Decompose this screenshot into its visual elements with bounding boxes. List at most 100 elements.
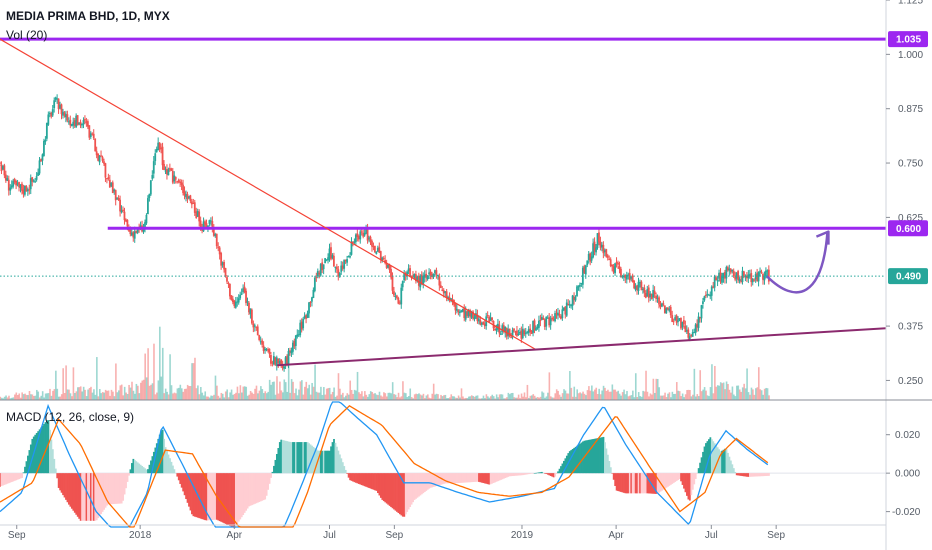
candle-body xyxy=(144,222,146,229)
candle-body xyxy=(570,305,573,307)
macd-histogram-bar xyxy=(601,437,603,474)
macd-histogram-bar xyxy=(418,473,420,497)
candle-body xyxy=(533,320,536,331)
downtrend-line[interactable] xyxy=(0,38,537,351)
candle-body xyxy=(338,273,341,277)
candle-body xyxy=(44,139,47,142)
macd-histogram-bar xyxy=(259,473,262,502)
macd-label[interactable]: MACD (12, 26, close, 9) xyxy=(6,410,135,424)
volume-bar xyxy=(472,396,475,400)
volume-label[interactable]: Vol (20) xyxy=(6,28,48,42)
candle-body xyxy=(688,336,691,340)
volume-bar xyxy=(178,387,180,400)
candle-body xyxy=(649,293,652,297)
volume-bar xyxy=(346,393,349,400)
candle-body xyxy=(602,244,605,254)
candle-body xyxy=(129,229,132,235)
volume-bar xyxy=(226,389,228,400)
volume-bar xyxy=(589,390,592,400)
macd-histogram-bar xyxy=(180,473,183,488)
volume-bar xyxy=(664,392,666,400)
volume-bar xyxy=(28,391,31,400)
volume-bar xyxy=(637,392,640,400)
candle-body xyxy=(186,194,189,200)
candle-body xyxy=(526,331,529,333)
candle-body xyxy=(309,301,312,303)
macd-histogram-bar xyxy=(624,473,627,494)
volume-bar xyxy=(16,394,19,400)
macd-histogram-bar xyxy=(94,473,97,521)
macd-histogram-bar xyxy=(413,473,416,500)
macd-histogram-bar xyxy=(464,473,467,483)
volume-bar xyxy=(757,367,760,400)
candle-body xyxy=(253,325,256,327)
candle-body xyxy=(514,331,517,333)
macd-histogram-bar xyxy=(132,458,135,474)
volume-bar xyxy=(675,382,678,400)
candle-body xyxy=(66,114,69,121)
macd-histogram-bar xyxy=(69,473,72,507)
macd-histogram-bar xyxy=(741,473,744,477)
macd-histogram-bar xyxy=(62,473,64,496)
macd-histogram-bar xyxy=(366,473,369,488)
macd-histogram-bar xyxy=(467,473,470,483)
volume-bar xyxy=(579,392,581,400)
volume-bar xyxy=(734,396,737,400)
volume-bar xyxy=(504,398,507,400)
uptrend-line[interactable] xyxy=(277,327,887,367)
macd-histogram-bar xyxy=(579,443,581,474)
macd-histogram-bar xyxy=(13,473,16,481)
candle-body xyxy=(385,263,388,268)
macd-histogram-bar xyxy=(318,450,321,474)
volume-bar xyxy=(718,385,721,400)
candle-body xyxy=(176,181,179,183)
candle-body xyxy=(84,119,86,121)
candle-body xyxy=(12,180,15,187)
candle-body xyxy=(504,326,507,333)
price-badge xyxy=(888,220,928,237)
macd-histogram-bar xyxy=(382,473,385,502)
candle-body xyxy=(491,317,493,321)
macd-histogram-bar xyxy=(686,473,688,496)
candle-body xyxy=(706,294,709,296)
macd-histogram-bar xyxy=(602,436,605,474)
macd-histogram-bar xyxy=(309,444,312,474)
candle-body xyxy=(236,301,239,303)
volume-bar xyxy=(160,376,163,400)
volume-bar xyxy=(522,396,524,400)
volume-bar xyxy=(343,397,346,400)
candle-body xyxy=(409,268,411,277)
drawing-lines[interactable] xyxy=(0,37,887,367)
candle-body xyxy=(7,179,10,191)
macd-histogram-bar xyxy=(642,473,644,494)
candle-body xyxy=(296,334,299,337)
macd-histogram-bar xyxy=(357,473,360,484)
price-tick-label: 0.625 xyxy=(898,213,923,224)
macd-histogram-bar xyxy=(750,473,753,477)
candle-body xyxy=(477,318,480,322)
volume-bar xyxy=(403,392,406,400)
candle-body xyxy=(209,220,212,222)
candle-body xyxy=(245,290,247,304)
candle-body xyxy=(457,310,460,312)
macd-histogram-bar xyxy=(672,473,675,483)
candle-body xyxy=(391,276,394,291)
volume-bar xyxy=(238,393,240,400)
candle-body xyxy=(268,348,271,355)
candle-body xyxy=(595,247,597,253)
volume-bar xyxy=(410,397,413,400)
volume-bar xyxy=(715,386,718,400)
candle-body xyxy=(281,364,284,369)
candle-body xyxy=(669,306,672,316)
volume-bar xyxy=(125,392,127,400)
macd-histogram-bar xyxy=(325,450,328,474)
macd-histogram-bar xyxy=(611,473,614,474)
macd-histogram-bar xyxy=(677,473,680,480)
volume-bar xyxy=(123,386,126,400)
volume-bar xyxy=(719,382,722,400)
volume-bar xyxy=(602,385,605,400)
candle-body xyxy=(255,326,258,328)
macd-histogram-bar xyxy=(542,472,545,474)
symbol-title[interactable]: MEDIA PRIMA BHD, 1D, MYX xyxy=(6,9,170,23)
